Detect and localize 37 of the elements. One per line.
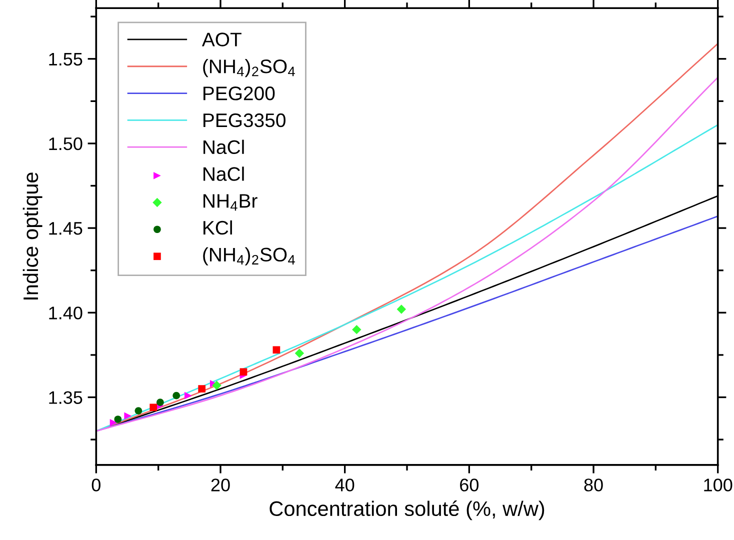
legend-label: NH$_{4}$Br: [204, 194, 258, 211]
legend-label: (NH$_{4}$)$_{2}$SO$_{4}$: [203, 58, 295, 78]
x-tick-label: 80: [584, 478, 603, 492]
point: [114, 416, 122, 423]
y-tick-label: 1.55: [49, 52, 82, 66]
legend-label: (NH$_{4}$)$_{2}$SO$_{4}$: [203, 247, 295, 266]
legend-label: NaCl: [204, 140, 244, 154]
point: [124, 412, 132, 420]
point: [212, 380, 222, 390]
x-axis-title: Concentration soluté (%, w/w): [270, 500, 544, 520]
y-tick-label: 1.40: [49, 306, 82, 320]
point: [184, 392, 192, 400]
point: [110, 418, 118, 426]
legend-label: AOT: [202, 32, 242, 46]
legend-label: KCl: [204, 220, 232, 235]
legend-label: PEG3350: [204, 113, 286, 128]
legend-label: PEG200: [204, 86, 275, 100]
x-tick-label: 20: [211, 478, 230, 492]
point: [198, 385, 206, 392]
y-tick-label: 1.35: [49, 391, 82, 404]
point: [396, 304, 406, 314]
point: [156, 398, 164, 406]
point: [272, 346, 280, 354]
point: [134, 407, 142, 414]
y-tick-label: 1.50: [49, 137, 82, 150]
x-tick-label: 40: [335, 478, 354, 492]
x-tick-label: 100: [704, 478, 732, 492]
point: [150, 404, 158, 412]
point: [240, 368, 248, 376]
x-tick-label: 60: [460, 478, 479, 492]
point: [172, 392, 180, 400]
point: [352, 324, 362, 334]
legend-label: NaCl: [204, 166, 244, 181]
x-tick-label: 0: [92, 478, 100, 492]
y-tick-label: 1.45: [49, 222, 82, 235]
y-axis-title: Indice optique: [22, 172, 42, 300]
point: [294, 348, 304, 358]
